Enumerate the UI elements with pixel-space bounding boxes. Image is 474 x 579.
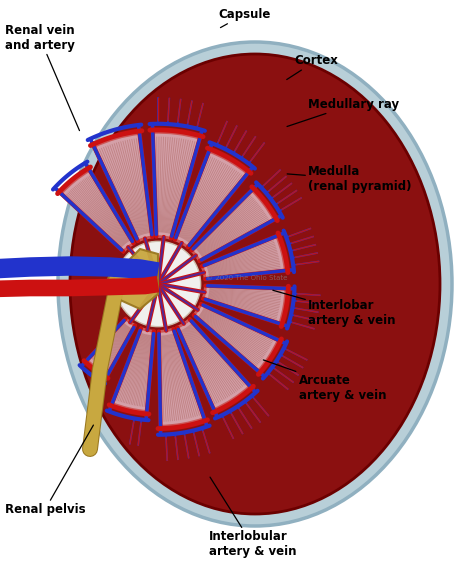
Text: Cortex: Cortex [287, 54, 338, 79]
Wedge shape [175, 151, 247, 247]
Wedge shape [87, 318, 135, 375]
Polygon shape [108, 249, 158, 309]
Text: Capsule: Capsule [218, 8, 270, 28]
Text: Arcuate
artery & vein: Arcuate artery & vein [264, 360, 386, 402]
Wedge shape [191, 190, 274, 261]
Ellipse shape [58, 42, 452, 526]
Text: Medulla
(renal pyramid): Medulla (renal pyramid) [287, 166, 411, 193]
Wedge shape [177, 319, 250, 409]
Text: © 2020 The Ohio State: © 2020 The Ohio State [206, 275, 287, 281]
Wedge shape [112, 328, 154, 412]
Text: Medullary ray: Medullary ray [287, 98, 399, 126]
Circle shape [115, 241, 201, 327]
Text: Renal pelvis: Renal pelvis [5, 425, 93, 516]
Wedge shape [203, 285, 286, 324]
Text: Renal vein
and artery: Renal vein and artery [5, 24, 80, 131]
Text: Interlobar
artery & vein: Interlobar artery & vein [273, 290, 396, 327]
Wedge shape [202, 236, 285, 279]
Ellipse shape [70, 54, 440, 514]
Wedge shape [153, 133, 200, 239]
Text: Interlobular
artery & vein: Interlobular artery & vein [209, 477, 296, 558]
Wedge shape [194, 304, 278, 371]
Wedge shape [159, 329, 204, 426]
Wedge shape [61, 170, 134, 252]
Wedge shape [94, 133, 152, 241]
